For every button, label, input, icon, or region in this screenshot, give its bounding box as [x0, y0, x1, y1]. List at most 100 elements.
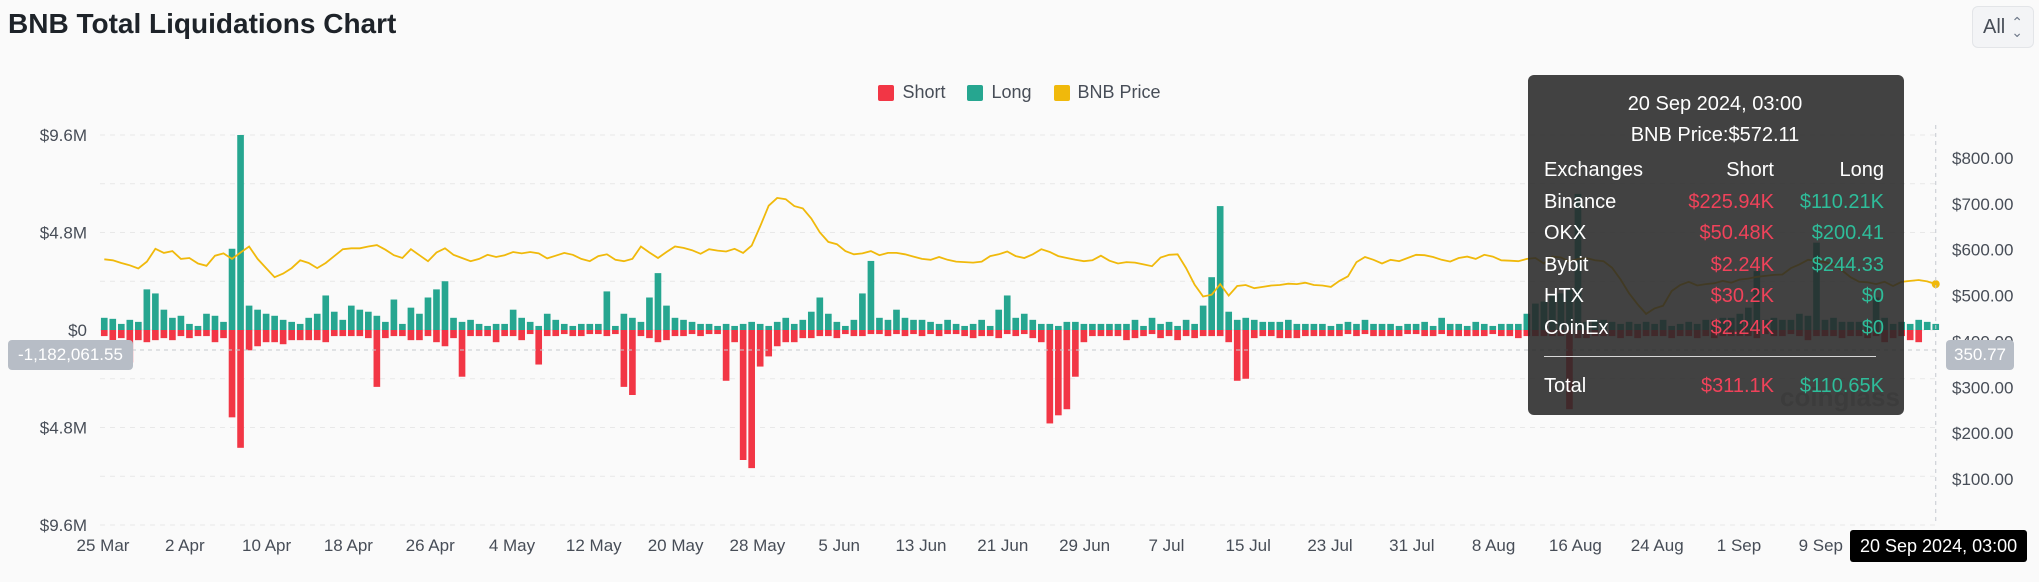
bar-long: [407, 307, 415, 330]
bar-short: [995, 330, 1003, 339]
x-tick-label: 21 Jun: [977, 536, 1028, 555]
bar-long: [1319, 323, 1326, 330]
bar-long: [356, 309, 364, 330]
bar-long: [935, 323, 943, 330]
bar-short: [671, 330, 679, 337]
bar-short: [705, 330, 713, 335]
bar-short: [1055, 330, 1062, 416]
bar-short: [1131, 330, 1139, 339]
x-tick-label: 15 Jul: [1226, 536, 1271, 555]
bar-long: [765, 325, 773, 330]
bar-short: [458, 330, 466, 377]
bar-short: [1097, 330, 1105, 337]
x-tick-label: 26 Apr: [406, 536, 455, 555]
x-tick-label: 4 May: [489, 536, 536, 555]
bar-long: [330, 311, 338, 330]
bar-short: [1029, 330, 1037, 339]
bar-long: [560, 323, 568, 330]
bar-long: [390, 299, 398, 330]
bar-long: [910, 319, 917, 330]
bar-short: [1489, 330, 1497, 335]
x-tick-label: 2 Apr: [165, 536, 205, 555]
bar-long: [117, 323, 125, 330]
bar-long: [1072, 321, 1079, 330]
page-title: BNB Total Liquidations Chart: [8, 8, 397, 39]
crosshair-left-value: -1,182,061.55: [8, 340, 133, 370]
bar-short: [211, 330, 219, 343]
bar-long: [373, 315, 381, 330]
y-tick-label-right: $500.00: [1952, 287, 2013, 306]
bar-long: [756, 323, 764, 330]
bar-long: [1515, 323, 1522, 330]
bar-short: [1319, 330, 1326, 337]
tooltip-short-value: $50.48K: [1699, 222, 1774, 245]
bar-short: [986, 330, 994, 337]
bar-short: [288, 330, 295, 341]
bar-long: [1216, 206, 1224, 330]
bar-short: [1148, 330, 1156, 335]
bar-long: [731, 325, 738, 330]
bar-long: [305, 317, 313, 330]
legend-item-price[interactable]: BNB Price: [1053, 82, 1161, 103]
tooltip-row: OKX $50.48K $200.41: [1544, 218, 1886, 250]
bar-short: [1344, 330, 1352, 335]
bar-long: [1336, 323, 1343, 330]
bar-short: [322, 330, 330, 343]
bar-short: [475, 330, 483, 337]
bar-long: [237, 135, 244, 330]
bar-short: [1370, 330, 1377, 337]
bar-long: [1310, 323, 1318, 330]
tooltip-short-value: $2.24K: [1710, 253, 1774, 276]
legend-item-short[interactable]: Short: [878, 82, 945, 103]
tooltip-short-value: $2.24K: [1710, 316, 1774, 339]
bar-long: [577, 323, 585, 330]
range-select[interactable]: All ⌃ ⌄: [1972, 6, 2034, 48]
bar-long: [1020, 313, 1028, 330]
bar-long: [1480, 323, 1488, 330]
bar-short: [569, 330, 577, 337]
bar-long: [833, 321, 841, 330]
bar-long: [1497, 323, 1505, 330]
bar-long: [978, 319, 985, 330]
tooltip-header-long: Long: [1839, 159, 1885, 182]
price-point: [1931, 280, 1940, 289]
legend-item-long[interactable]: Long: [967, 82, 1032, 103]
x-tick-label: 12 May: [566, 536, 622, 555]
bar-short: [1429, 330, 1437, 337]
tooltip-header-short: Short: [1726, 159, 1774, 182]
bar-long: [1080, 323, 1088, 330]
bar-short: [1421, 330, 1428, 337]
bar-short: [1157, 330, 1164, 339]
tooltip-total-label: Total: [1544, 375, 1587, 398]
x-tick-label: 25 Mar: [77, 536, 130, 555]
bar-short: [688, 330, 696, 335]
bar-long: [1370, 323, 1377, 330]
bar-short: [1472, 330, 1480, 337]
bar-short: [143, 330, 151, 343]
bar-long: [876, 317, 883, 330]
bar-long: [484, 325, 491, 330]
bar-long: [986, 325, 994, 330]
tooltip-exchange: HTX: [1544, 285, 1584, 308]
bar-short: [1080, 330, 1088, 343]
bar-short: [654, 330, 662, 343]
bar-short: [1233, 330, 1241, 381]
bar-short: [365, 330, 372, 339]
bar-short: [603, 330, 611, 337]
bar-long: [492, 323, 500, 330]
bar-long: [782, 317, 790, 330]
x-tick-label: 10 Apr: [242, 536, 291, 555]
bar-short: [100, 330, 108, 337]
tooltip-long-value: $0: [1861, 285, 1884, 308]
bar-short: [595, 330, 602, 335]
y-tick-label-left: $9.6M: [40, 126, 87, 145]
bar-long: [220, 321, 227, 330]
bar-short: [492, 330, 500, 343]
bar-short: [228, 330, 236, 418]
bar-long: [1395, 325, 1403, 330]
bar-long: [169, 317, 176, 330]
bar-short: [1463, 330, 1471, 337]
bar-long: [552, 319, 560, 330]
bar-short: [629, 330, 636, 395]
bar-short: [1327, 330, 1335, 337]
